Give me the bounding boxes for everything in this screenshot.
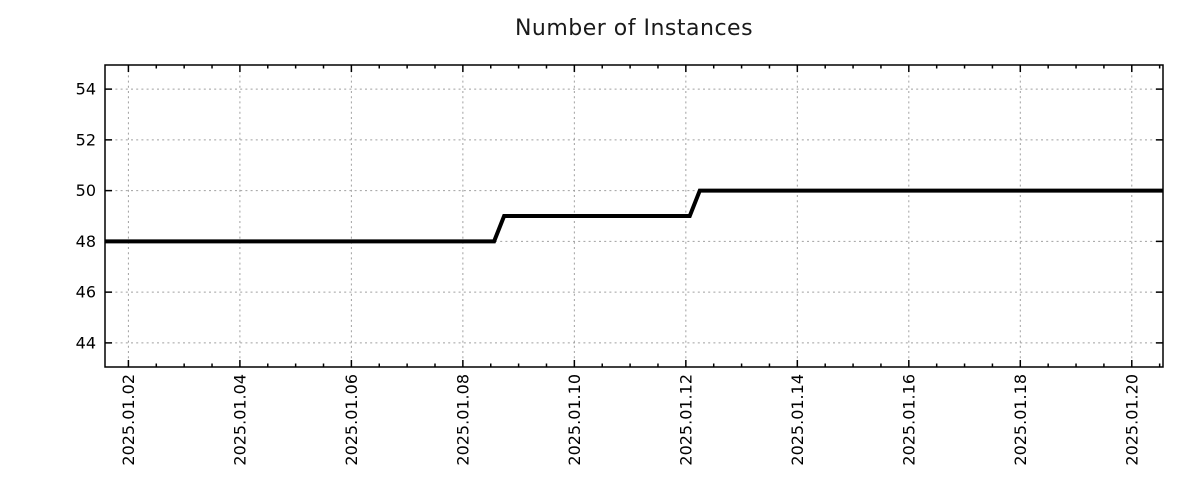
y-tick-label: 52 [76,130,96,149]
axis-labels: 2025.01.02 2025.01.04 2025.01.06 2025.01.08… [76,80,1142,466]
x-tick-label: 2025.01.20 [1122,374,1141,466]
y-tick-label: 46 [76,283,96,302]
x-tick-label: 2025.01.18 [1011,374,1030,466]
x-tick-label: 2025.01.10 [565,374,584,466]
chart-title: Number of Instances [514,16,754,41]
x-tick-label: 2025.01.04 [230,374,249,466]
y-tick-label: 50 [76,181,96,200]
y-tick-label: 54 [76,80,96,99]
x-tick-label: 2025.01.02 [119,374,138,466]
x-tick-label: 2025.01.16 [899,374,918,466]
y-tick-label: 48 [76,232,96,251]
x-tick-label: 2025.01.12 [676,374,695,466]
plot-border [104,64,1164,368]
series-line-instances [105,188,1163,244]
series-group [105,188,1163,244]
x-tick-label: 2025.01.14 [788,374,807,466]
y-tick-label: 44 [76,333,96,352]
x-tick-label: 2025.01.08 [453,374,472,466]
x-tick-label: 2025.01.06 [342,374,361,466]
